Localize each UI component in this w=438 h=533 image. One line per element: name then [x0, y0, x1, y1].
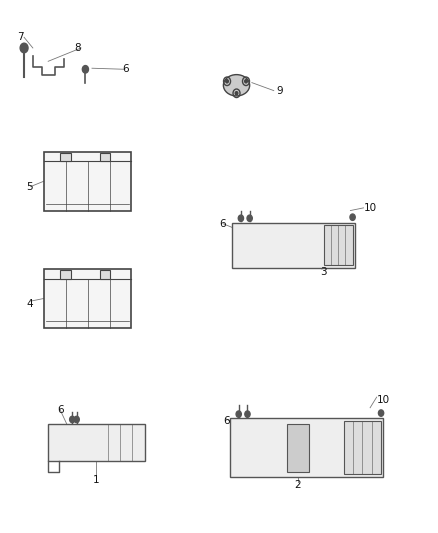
- Text: 9: 9: [276, 86, 283, 95]
- Bar: [44, 152, 131, 211]
- Text: 6: 6: [57, 406, 64, 415]
- Text: 8: 8: [74, 43, 81, 53]
- Circle shape: [70, 416, 75, 423]
- Bar: [44, 269, 131, 328]
- Circle shape: [247, 215, 252, 221]
- Text: 10: 10: [364, 203, 377, 213]
- Circle shape: [82, 66, 88, 73]
- Text: 3: 3: [320, 267, 326, 277]
- Text: 2: 2: [294, 480, 301, 490]
- Text: 1: 1: [93, 475, 100, 484]
- Circle shape: [226, 80, 228, 83]
- Text: 5: 5: [26, 182, 33, 191]
- Bar: [100, 270, 110, 279]
- Text: 6: 6: [123, 64, 129, 74]
- Circle shape: [236, 411, 241, 417]
- Bar: [344, 421, 381, 474]
- Bar: [287, 424, 309, 472]
- Circle shape: [238, 215, 244, 221]
- Circle shape: [245, 80, 247, 83]
- Bar: [48, 424, 145, 461]
- Circle shape: [20, 43, 28, 53]
- Text: 6: 6: [219, 219, 226, 229]
- Bar: [324, 225, 353, 265]
- Text: 4: 4: [26, 299, 33, 309]
- Bar: [60, 270, 71, 279]
- Text: 6: 6: [223, 416, 230, 426]
- Bar: [100, 153, 110, 161]
- Bar: [60, 153, 71, 161]
- Text: 7: 7: [18, 33, 24, 42]
- Bar: [232, 223, 355, 268]
- Circle shape: [245, 411, 250, 417]
- Circle shape: [378, 410, 384, 416]
- Circle shape: [235, 92, 238, 95]
- Ellipse shape: [223, 75, 250, 96]
- Circle shape: [74, 416, 79, 423]
- Text: 10: 10: [377, 395, 390, 405]
- Circle shape: [350, 214, 355, 221]
- Bar: [230, 418, 383, 477]
